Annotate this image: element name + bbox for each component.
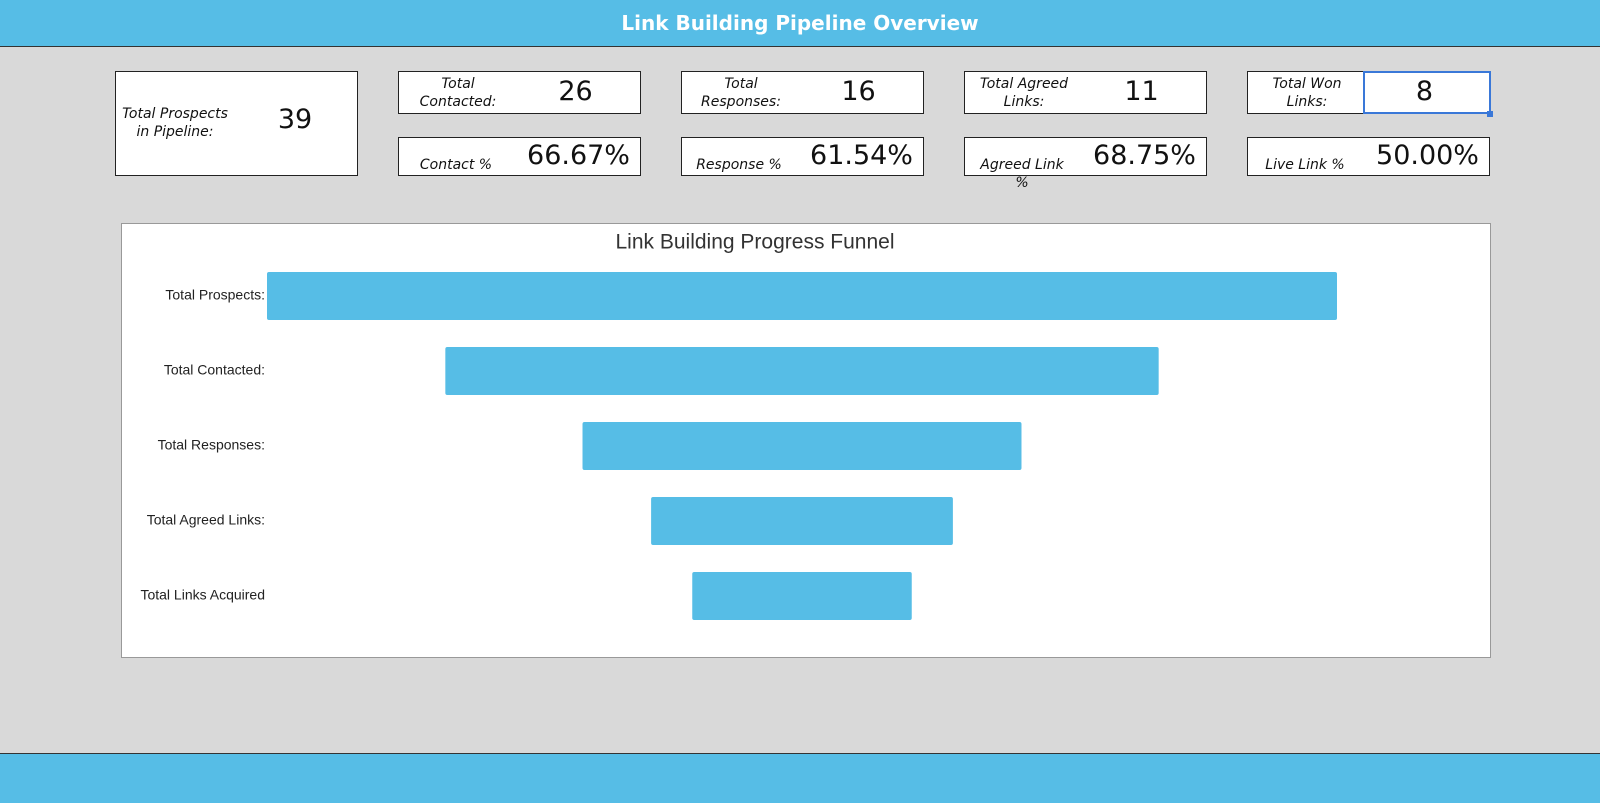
funnel-bar	[582, 422, 1022, 470]
kpi-rate-label: Contact %	[419, 157, 493, 173]
kpi-value: 16	[841, 76, 876, 107]
category-label: Total Agreed Links:	[147, 512, 265, 528]
category-label: Total Responses:	[158, 437, 265, 453]
kpi-rate: 66.67%	[527, 140, 630, 171]
kpi-card	[1247, 137, 1490, 176]
kpi-value: 8	[1415, 76, 1434, 107]
selected-cell	[1363, 71, 1491, 114]
footer-bar	[0, 753, 1600, 803]
kpi-card	[398, 137, 641, 176]
kpi-value: 26	[558, 76, 593, 107]
category-label: Total Contacted:	[164, 362, 265, 378]
kpi-label: Total Contacted:	[419, 76, 497, 110]
kpi-rate-label: Agreed Link %	[980, 157, 1064, 191]
funnel-bar	[267, 272, 1337, 320]
header-bar: Link Building Pipeline Overview	[0, 0, 1600, 47]
kpi-card	[681, 71, 924, 114]
category-label: Total Prospects:	[165, 287, 265, 303]
page-title: Link Building Pipeline Overview	[621, 11, 979, 35]
funnel-bar	[651, 497, 953, 545]
selection-handle	[1487, 111, 1493, 117]
kpi-label: Total Prospects in Pipeline:	[122, 106, 228, 140]
kpi-label: Total Won Links:	[1272, 76, 1342, 110]
kpi-label: Total Agreed Links:	[979, 76, 1069, 110]
kpi-label: Total Responses:	[701, 76, 781, 110]
funnel-bar	[692, 572, 912, 620]
category-label: Total Links Acquired	[140, 587, 265, 603]
kpi-rate-label: Live Link %	[1265, 157, 1345, 173]
kpi-rate: 50.00%	[1376, 140, 1479, 171]
kpi-rate: 68.75%	[1093, 140, 1196, 171]
kpi-rate: 61.54%	[810, 140, 913, 171]
kpi-rate-label: Response %	[696, 157, 782, 173]
kpi-card	[964, 71, 1207, 114]
kpi-value: 11	[1124, 76, 1159, 107]
kpi-value: 39	[277, 104, 313, 135]
chart-title: Link Building Progress Funnel	[616, 231, 895, 254]
kpi-card	[681, 137, 924, 176]
funnel-chart: Link Building Progress Funnel Total Pros…	[121, 223, 1491, 658]
kpi-card	[115, 71, 358, 176]
funnel-bar	[445, 347, 1159, 395]
kpi-card	[398, 71, 641, 114]
kpi-card	[964, 137, 1207, 176]
